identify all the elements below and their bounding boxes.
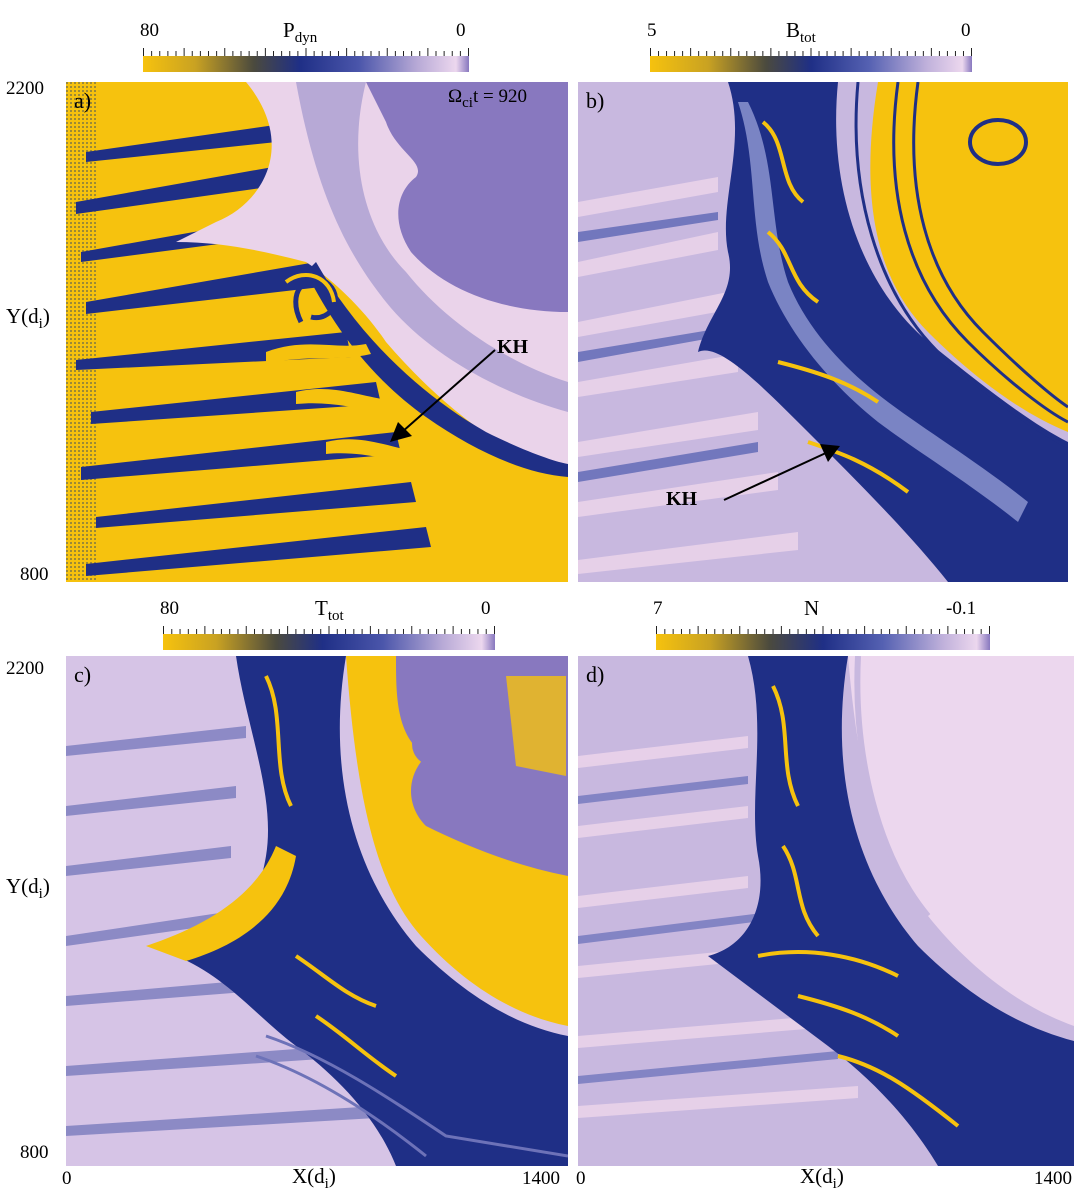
colorbar-max: 5 [647, 20, 657, 41]
x-axis-left-tick: 0 [62, 1168, 72, 1189]
colorbar-b: Btot 5 0 [647, 18, 972, 78]
y-axis-label: Y(di) [6, 874, 50, 903]
colorbar-min: 0 [961, 20, 971, 41]
colorbar-min: -0.1 [946, 598, 977, 619]
colorbar-min: 0 [456, 20, 466, 41]
kh-annotation: KH [497, 336, 529, 358]
colorbar-ticks [163, 626, 495, 634]
kh-arrow [723, 444, 840, 501]
y-axis-top-tick: 2200 [6, 658, 44, 679]
y-axis-label: Y(di) [6, 304, 50, 333]
panel-d-image [578, 656, 1074, 1166]
colorbar-ticks [650, 48, 972, 56]
panel-letter: d) [586, 662, 605, 687]
colorbar-gradient [650, 56, 972, 72]
colorbar-ticks [656, 626, 990, 634]
panel-letter: a) [74, 88, 92, 113]
colorbar-max: 80 [140, 20, 159, 41]
y-axis-bottom-tick: 800 [20, 1142, 49, 1163]
colorbar-min: 0 [481, 598, 491, 619]
panel-a-image [66, 82, 568, 582]
x-axis-left-tick: 0 [576, 1168, 586, 1189]
colorbar-gradient [656, 634, 990, 650]
time-label: Ωcit = 920 [448, 86, 527, 111]
colorbar-c: Ttot 80 0 [160, 596, 495, 656]
colorbar-title: Ttot [315, 596, 344, 625]
panel-c-image [66, 656, 568, 1166]
colorbar-max: 80 [160, 598, 179, 619]
colorbar-title: Pdyn [283, 18, 318, 47]
panel-b-image [578, 82, 1068, 582]
x-axis-label: X(di) [800, 1164, 844, 1193]
x-axis-right-tick: 1400 [522, 1168, 560, 1189]
colorbar-max: 7 [653, 598, 663, 619]
y-axis-top-tick: 2200 [6, 78, 44, 99]
colorbar-a: Pdyn 80 0 [140, 18, 469, 78]
kh-arrow [390, 349, 496, 442]
colorbar-ticks [143, 48, 469, 56]
x-axis-label: X(di) [292, 1164, 336, 1193]
panel-letter: c) [74, 662, 92, 687]
x-axis-right-tick: 1400 [1034, 1168, 1072, 1189]
colorbar-title: N [804, 596, 820, 620]
panel-letter: b) [586, 88, 605, 113]
colorbar-gradient [163, 634, 495, 650]
y-axis-bottom-tick: 800 [20, 564, 49, 585]
colorbar-title: Btot [786, 18, 816, 47]
colorbar-d: N 7 -0.1 [653, 596, 990, 656]
colorbar-gradient [143, 56, 469, 72]
kh-annotation: KH [666, 488, 698, 510]
